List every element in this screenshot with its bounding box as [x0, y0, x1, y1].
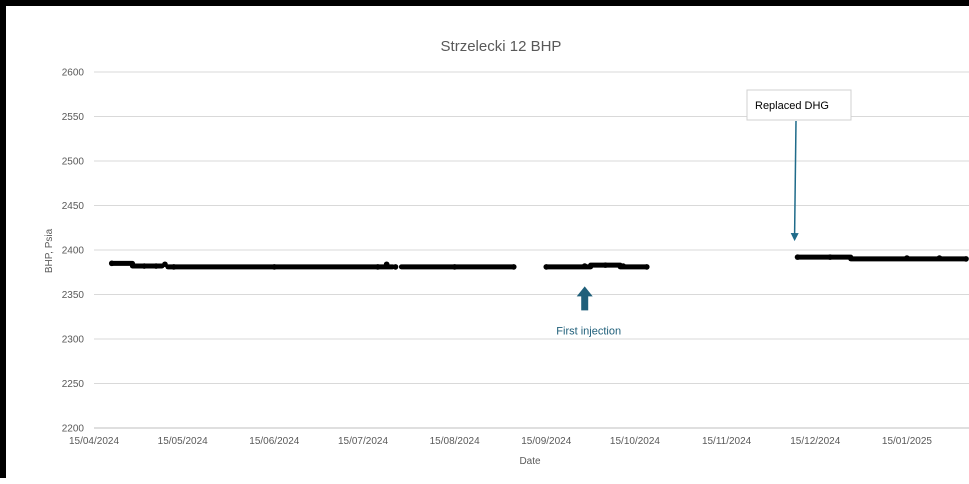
- y-tick-label: 2250: [62, 379, 85, 390]
- data-point-21: [936, 255, 943, 261]
- x-tick-labels: 15/04/2024 15/05/2024 15/06/2024 15/07/2024…: [69, 436, 932, 447]
- x-tick-label: 15/04/2024: [69, 436, 119, 447]
- data-point-13: [581, 263, 588, 269]
- chart-title: Strzelecki 12 BHP: [441, 38, 562, 55]
- data-point-1: [129, 261, 136, 268]
- y-tick-label: 2600: [62, 68, 85, 79]
- x-tick-label: 15/12/2024: [790, 436, 840, 447]
- data-point-2: [141, 263, 148, 269]
- data-point-19: [847, 255, 854, 261]
- data-point-17: [794, 254, 801, 260]
- data-point-12: [543, 264, 550, 270]
- callout-label: Replaced DHG: [755, 100, 829, 112]
- y-tick-label: 2400: [62, 246, 85, 257]
- x-tick-label: 15/01/2025: [882, 436, 932, 447]
- x-tick-label: 15/05/2024: [158, 436, 208, 447]
- y-tick-label: 2350: [62, 290, 85, 301]
- data-point-4: [162, 261, 168, 268]
- x-tick-label: 15/06/2024: [249, 436, 299, 447]
- data-point-11: [510, 264, 517, 270]
- y-tick-label: 2300: [62, 335, 85, 346]
- x-tick-label: 15/11/2024: [702, 436, 752, 447]
- data-point-5: [171, 264, 177, 270]
- y-tick-label: 2550: [62, 112, 85, 123]
- y-tick-label: 2500: [62, 157, 85, 168]
- y-tick-labels: 2200 2250 2300 2350 2400 2450 2500 2550 2600: [62, 68, 85, 435]
- data-point-15: [620, 263, 626, 269]
- y-tick-label: 2200: [62, 424, 85, 435]
- data-point-0: [108, 260, 115, 267]
- gridlines: [94, 71, 969, 429]
- data-point-6: [271, 264, 278, 270]
- data-point-16: [643, 264, 650, 270]
- callout-arrowhead: [790, 233, 799, 242]
- data-point-3: [153, 263, 159, 269]
- callout-box: [746, 89, 852, 121]
- data-point-7: [374, 264, 381, 270]
- bhp-chart: Strzelecki 12 BHP 2200 2250 2300 2350 2400 24…: [44, 38, 969, 467]
- data-point-10: [451, 264, 458, 270]
- data-point-8: [383, 261, 390, 268]
- first-injection-label: First injection: [556, 325, 621, 337]
- up-arrow-icon: [576, 286, 593, 311]
- callout-leader-line: [793, 120, 797, 236]
- annotations: Replaced DHG First injection: [556, 89, 852, 337]
- x-tick-label: 15/08/2024: [430, 436, 480, 447]
- y-axis-title: BHP, Psia: [44, 228, 55, 273]
- data-point-18: [827, 254, 833, 260]
- y-tick-label: 2450: [62, 201, 85, 212]
- x-tick-label: 15/09/2024: [521, 436, 571, 447]
- data-point-20: [904, 255, 910, 261]
- data-series: [108, 254, 969, 270]
- data-point-22: [963, 256, 969, 262]
- data-point-14: [602, 262, 609, 268]
- x-tick-label: 15/10/2024: [610, 436, 660, 447]
- x-tick-label: 15/07/2024: [338, 436, 388, 447]
- data-point-9: [392, 264, 399, 270]
- x-axis-title: Date: [519, 456, 541, 467]
